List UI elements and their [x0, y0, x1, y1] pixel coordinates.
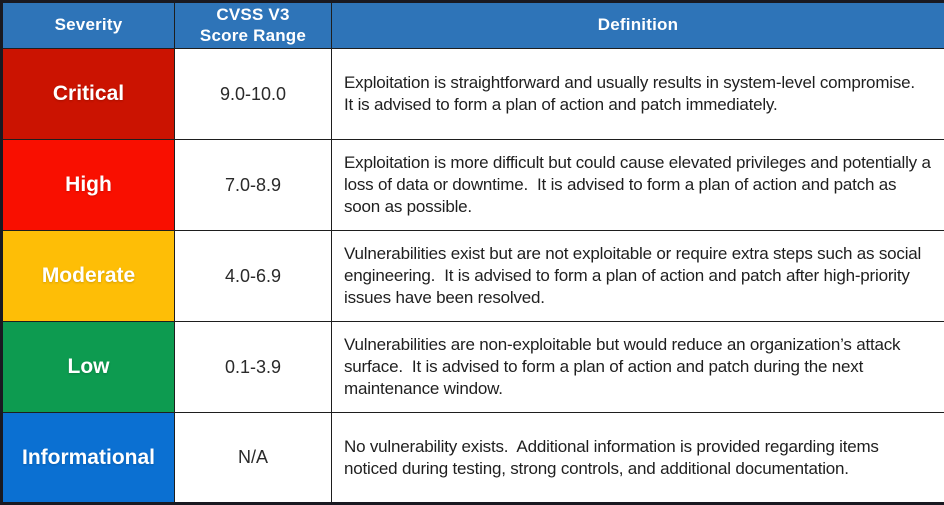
severity-label-low: Low [2, 322, 175, 413]
definition-low: Vulnerabilities are non-exploitable but … [332, 322, 944, 413]
definition-moderate: Vulnerabilities exist but are not exploi… [332, 231, 944, 322]
score-range-critical: 9.0-10.0 [175, 49, 332, 140]
score-range-high: 7.0-8.9 [175, 140, 332, 231]
score-range-informational: N/A [175, 413, 332, 504]
severity-label-informational: Informational [2, 413, 175, 504]
table-row-informational: Informational N/A No vulnerability exist… [2, 413, 944, 504]
table-row-moderate: Moderate 4.0-6.9 Vulnerabilities exist b… [2, 231, 944, 322]
severity-label-critical: Critical [2, 49, 175, 140]
severity-label-moderate: Moderate [2, 231, 175, 322]
score-range-moderate: 4.0-6.9 [175, 231, 332, 322]
table-header-row: Severity CVSS V3 Score Range Definition [2, 2, 944, 49]
column-header-severity: Severity [2, 2, 175, 49]
score-range-low: 0.1-3.9 [175, 322, 332, 413]
table-row-critical: Critical 9.0-10.0 Exploitation is straig… [2, 49, 944, 140]
definition-high: Exploitation is more difficult but could… [332, 140, 944, 231]
column-header-score-range: CVSS V3 Score Range [175, 2, 332, 49]
definition-informational: No vulnerability exists. Additional info… [332, 413, 944, 504]
definition-critical: Exploitation is straightforward and usua… [332, 49, 944, 140]
severity-label-high: High [2, 140, 175, 231]
table-row-high: High 7.0-8.9 Exploitation is more diffic… [2, 140, 944, 231]
column-header-definition: Definition [332, 2, 944, 49]
table-row-low: Low 0.1-3.9 Vulnerabilities are non-expl… [2, 322, 944, 413]
